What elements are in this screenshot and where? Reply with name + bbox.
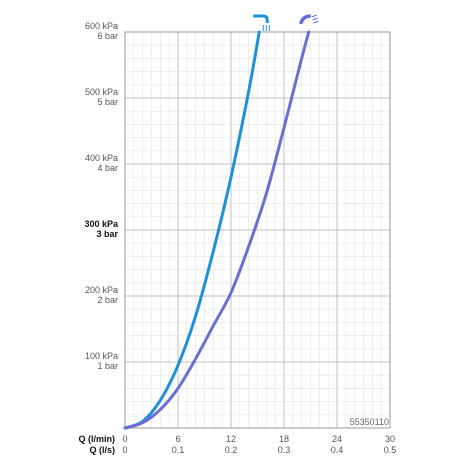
rain-spray-icon bbox=[253, 14, 270, 31]
x-tick-ls: 0.1 bbox=[172, 445, 185, 455]
chart-code: 55350110 bbox=[350, 417, 389, 427]
y-tick-bar: 1 bar bbox=[97, 361, 118, 371]
y-tick-kpa: 200 kPa bbox=[85, 285, 118, 295]
x-tick-lpm: 30 bbox=[385, 434, 395, 444]
y-tick-bar: 4 bar bbox=[97, 163, 118, 173]
x-tick-ls: 0.3 bbox=[278, 445, 291, 455]
y-tick-bar: 3 bar bbox=[96, 229, 118, 239]
x-tick-lpm: 6 bbox=[175, 434, 180, 444]
x-tick-ls: 0.4 bbox=[331, 445, 344, 455]
x-axis-name-ls: Q (l/s) bbox=[89, 445, 115, 455]
y-tick-kpa: 100 kPa bbox=[85, 351, 118, 361]
x-axis-name-lpm: Q (l/min) bbox=[79, 434, 116, 444]
x-axis-labels: 0 6 12 18 24 30 0 0.1 0.2 0.3 0.4 0.5 bbox=[122, 434, 396, 455]
chart-grid bbox=[124, 31, 391, 429]
series-line-1 bbox=[123, 30, 261, 430]
y-tick-kpa: 300 kPa bbox=[84, 219, 119, 229]
series-icons bbox=[253, 14, 319, 31]
x-tick-lpm: 18 bbox=[279, 434, 289, 444]
jet-spray-icon bbox=[299, 14, 319, 25]
plot-frame bbox=[124, 31, 391, 429]
y-tick-bar: 2 bar bbox=[97, 295, 118, 305]
chart-series bbox=[123, 30, 311, 430]
x-tick-ls: 0.5 bbox=[384, 445, 397, 455]
jet-spray-arm bbox=[299, 14, 311, 25]
y-tick-kpa: 600 kPa bbox=[85, 21, 118, 31]
y-tick-kpa: 500 kPa bbox=[85, 87, 118, 97]
rain-spray-arm bbox=[253, 14, 269, 23]
jet-spray-drop bbox=[313, 20, 319, 24]
x-tick-ls: 0 bbox=[122, 445, 127, 455]
x-tick-ls: 0.2 bbox=[225, 445, 238, 455]
series-line-2 bbox=[123, 30, 311, 430]
y-tick-bar: 6 bar bbox=[97, 31, 118, 41]
x-tick-lpm: 12 bbox=[226, 434, 236, 444]
jet-spray-drop bbox=[311, 14, 317, 18]
y-tick-kpa: 400 kPa bbox=[85, 153, 118, 163]
y-tick-bar: 5 bar bbox=[97, 97, 118, 107]
x-tick-lpm: 24 bbox=[332, 434, 342, 444]
jet-spray-drop bbox=[312, 17, 318, 21]
x-tick-lpm: 0 bbox=[122, 434, 127, 444]
